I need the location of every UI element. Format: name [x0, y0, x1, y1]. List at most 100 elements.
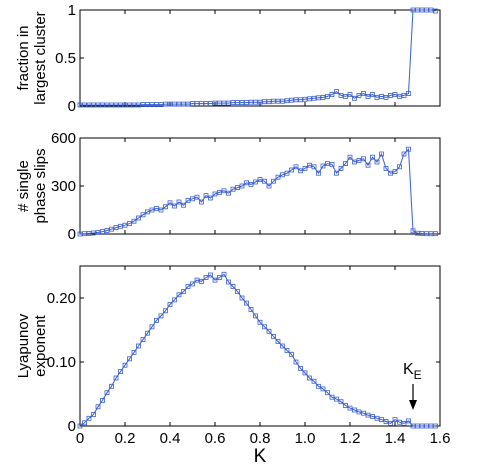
data-point: [248, 99, 254, 105]
data-point: [199, 278, 204, 284]
y-axis-label: # single: [15, 160, 32, 212]
data-point: [320, 386, 326, 392]
data-point: [415, 423, 420, 429]
y-axis-label: largest cluster: [32, 11, 49, 104]
data-point: [239, 100, 245, 105]
data-point: [77, 423, 83, 429]
data-point: [194, 101, 200, 106]
data-point: [379, 151, 384, 157]
data-point: [280, 172, 285, 178]
data-point: [244, 300, 249, 306]
data-point: [365, 94, 371, 99]
data-point: [212, 277, 218, 283]
data-point: [217, 189, 222, 195]
data-point: [131, 349, 137, 355]
data-point: [307, 96, 312, 102]
data-point: [158, 102, 164, 107]
data-point: [397, 164, 402, 170]
data-point: [257, 177, 263, 183]
data-point: [316, 383, 321, 389]
data-point: [311, 164, 317, 170]
data-point: [113, 225, 119, 231]
data-point: [244, 100, 249, 105]
annotation-label: KE: [403, 361, 422, 382]
data-point: [244, 180, 249, 186]
data-point: [284, 98, 290, 104]
data-point: [428, 7, 434, 13]
data-point: [316, 170, 321, 176]
data-point: [424, 7, 429, 13]
data-point: [379, 417, 384, 423]
data-point: [338, 93, 344, 98]
data-point: [419, 7, 425, 13]
data-point: [343, 403, 348, 408]
data-point: [91, 412, 96, 417]
data-point: [410, 228, 416, 234]
data-point: [316, 95, 321, 101]
data-point: [154, 102, 159, 107]
data-point: [190, 101, 195, 106]
data-point: [176, 292, 182, 298]
data-point: [433, 8, 438, 14]
plot-frame: [79, 9, 441, 107]
x-axis-label: K: [254, 446, 267, 467]
data-point: [392, 92, 398, 97]
data-point: [361, 156, 366, 162]
data-point: [401, 420, 407, 426]
x-tick-label: 0: [76, 430, 84, 447]
data-point: [212, 191, 218, 197]
data-point: [118, 223, 123, 229]
data-point: [428, 231, 434, 237]
data-point: [433, 423, 438, 429]
data-point: [163, 308, 168, 314]
data-point: [235, 289, 240, 295]
data-point: [271, 178, 276, 184]
data-point: [208, 272, 213, 278]
x-tick-label: 0.2: [115, 430, 136, 447]
data-point: [374, 159, 380, 165]
data-point: [325, 161, 330, 167]
data-point: [239, 295, 245, 301]
data-point: [163, 101, 168, 107]
data-point: [334, 396, 339, 402]
data-point: [176, 199, 182, 205]
data-point: [226, 100, 231, 106]
data-point: [424, 423, 429, 429]
data-point: [410, 7, 416, 13]
data-point: [95, 102, 101, 108]
data-point: [199, 101, 204, 106]
data-point: [221, 271, 227, 277]
data-point: [109, 102, 114, 108]
data-point: [167, 301, 173, 307]
data-point: [284, 348, 290, 353]
data-point: [100, 102, 105, 108]
y-axis-label: Lyapunov: [15, 313, 32, 378]
data-point: [104, 390, 110, 396]
data-point: [329, 394, 335, 400]
y-axis-label: exponent: [32, 314, 49, 377]
data-point: [329, 161, 335, 167]
data-point: [208, 195, 213, 201]
data-point: [298, 168, 303, 174]
data-point: [221, 188, 227, 194]
data-point: [140, 337, 146, 343]
data-point: [100, 397, 105, 403]
data-point: [406, 418, 411, 424]
data-point: [262, 99, 267, 105]
data-point: [208, 101, 213, 106]
data-point: [275, 174, 281, 180]
data-point: [167, 200, 173, 206]
data-point: [266, 99, 272, 105]
y-axis-label: fraction in: [15, 25, 32, 90]
data-point: [163, 204, 168, 210]
y-tick-label: 600: [51, 130, 76, 147]
data-point: [374, 415, 380, 421]
data-point: [140, 212, 146, 218]
data-point: [320, 95, 326, 100]
data-point: [82, 102, 87, 108]
panel-1: 0 0.5 1 fraction in largest cluster: [15, 2, 441, 115]
data-point: [410, 423, 416, 429]
data-point: [158, 313, 164, 319]
data-point: [293, 359, 299, 365]
